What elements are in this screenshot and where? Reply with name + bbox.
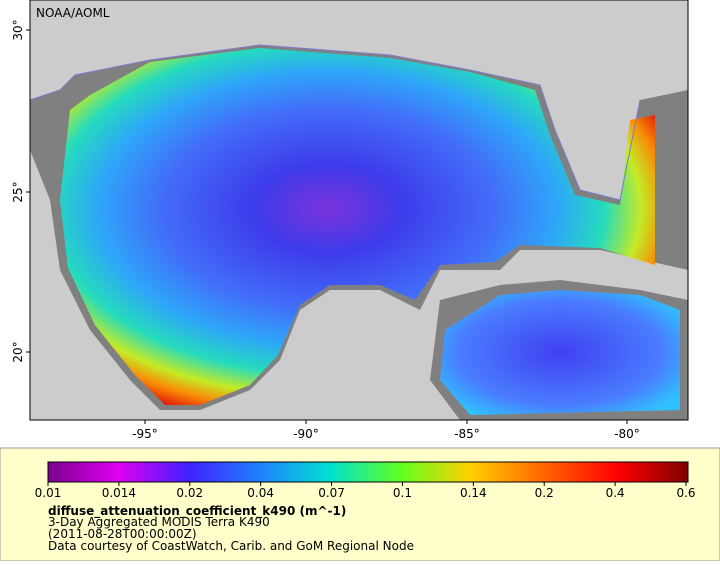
- colorbar-label: 0.02: [176, 486, 203, 500]
- lat-label: 20°: [11, 341, 25, 362]
- caribbean-k490: [440, 290, 680, 415]
- colorbar-label: 0.04: [247, 486, 274, 500]
- legend-line: (2011-08-28T00:00:00Z): [48, 527, 197, 541]
- map-frame: [29, 0, 689, 421]
- legend-line: 3-Day Aggregated MODIS Terra K490: [48, 515, 270, 529]
- gulf-k490: [60, 48, 655, 405]
- variable-name: diffuse_attenuation_coefficient_k490 (m^…: [48, 504, 346, 519]
- colorbar-label: 0.01: [35, 486, 62, 500]
- legend-line: Data courtesy of CoastWatch, Carib. and …: [48, 539, 414, 553]
- colorbar-label: 0.4: [606, 486, 625, 500]
- lon-label: -85°: [454, 427, 480, 441]
- lon-label: -95°: [132, 427, 158, 441]
- colorbar-label: 0.14: [460, 486, 487, 500]
- colorbar-label: 0.1: [393, 486, 412, 500]
- lat-label: 25°: [11, 181, 25, 202]
- lon-label: -80°: [614, 427, 640, 441]
- credit: NOAA/AOML: [36, 6, 110, 20]
- colorbar-label: 0.07: [318, 486, 345, 500]
- colorbar-label: 0.6: [676, 486, 695, 500]
- coastline: [29, 44, 641, 201]
- colorbar: [47, 461, 689, 483]
- colorbar-label: 0.014: [102, 486, 136, 500]
- lon-label: -90°: [293, 427, 319, 441]
- lat-label: 30°: [11, 19, 25, 40]
- colorbar-label: 0.2: [535, 486, 554, 500]
